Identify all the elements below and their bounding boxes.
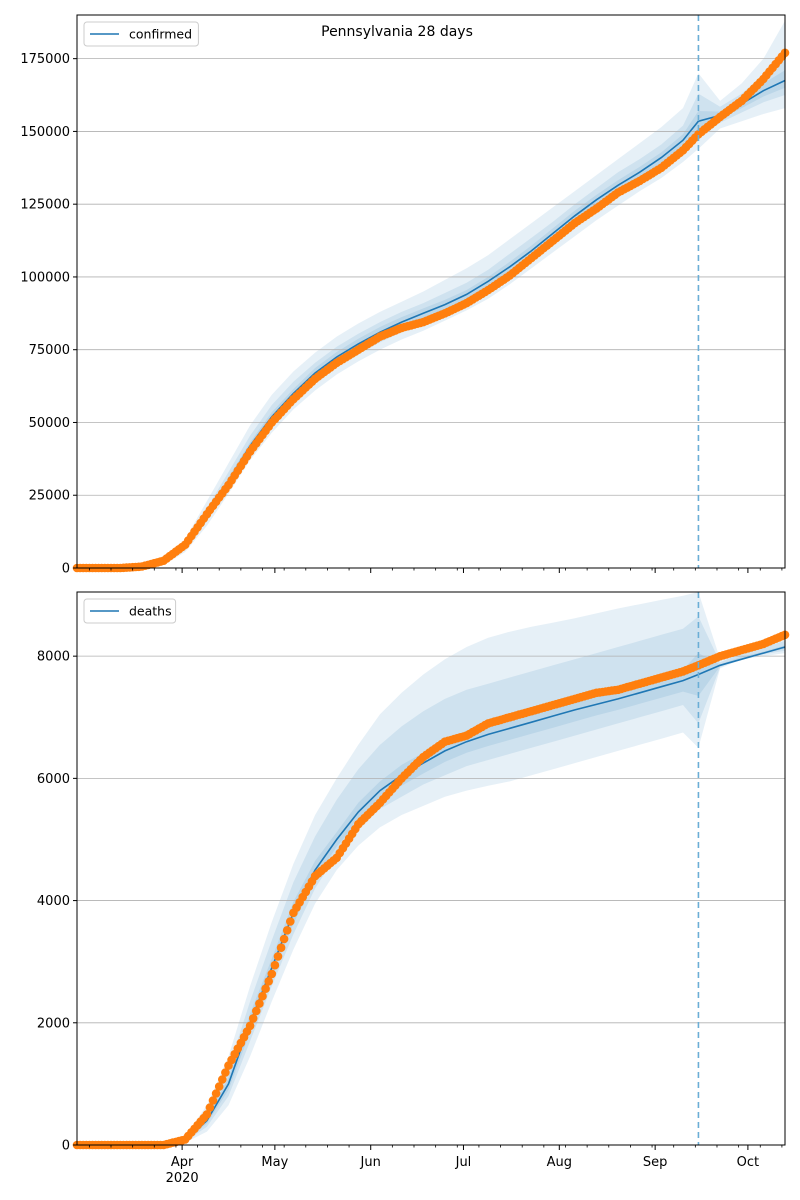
x-tick-label: Jun (360, 1155, 381, 1170)
confirmed-observed-points (72, 48, 790, 573)
y-tick-label: 2000 (37, 1016, 70, 1031)
observed-point (205, 1103, 215, 1112)
deaths-gridlines (77, 655, 785, 1024)
x-tick-label: Oct (737, 1155, 759, 1170)
y-tick-label: 0 (62, 562, 70, 577)
deaths-plot-frame (76, 591, 786, 1146)
uncertainty-band-1 (77, 49, 785, 568)
observed-point (202, 1110, 212, 1119)
y-tick-label: 75000 (29, 343, 70, 358)
confirmed-legend: confirmed (83, 21, 199, 47)
x-tick-label: Aug (547, 1155, 572, 1170)
legend-box (83, 21, 199, 47)
observed-point (218, 1075, 227, 1084)
x-tick-label: Sep (643, 1155, 668, 1170)
y-tick-label: 0 (62, 1139, 70, 1154)
observed-point (286, 917, 295, 926)
confirmed-gridlines (77, 58, 785, 496)
deaths-legend: deaths (83, 598, 177, 624)
confirmed-panel: 0 25000 50000 75000 100000 125000 150000 175000… (20, 14, 790, 577)
legend-label-confirmed: confirmed (129, 27, 192, 42)
observed-point (248, 1014, 258, 1023)
confirmed-y-axis: 0 25000 50000 75000 100000 125000 150000 175000 (20, 52, 77, 577)
legend-box (83, 598, 177, 624)
uncertainty-band-0 (77, 20, 785, 569)
observed-point (211, 1089, 221, 1098)
observed-point (208, 1096, 218, 1105)
observed-point (282, 926, 292, 935)
observed-point (264, 977, 274, 986)
y-tick-label: 125000 (20, 198, 70, 213)
observed-point (221, 1068, 230, 1077)
observed-point (267, 969, 277, 979)
x-tick-label: May (261, 1155, 288, 1170)
observed-point (214, 1082, 224, 1091)
uncertainty-band-0 (77, 592, 785, 1145)
deaths-y-axis: 0 2000 4000 6000 8000 (37, 650, 77, 1154)
y-tick-label: 25000 (29, 489, 70, 504)
observed-point (258, 991, 267, 1001)
observed-point (276, 943, 286, 952)
observed-point (251, 1006, 261, 1016)
observed-point (245, 1021, 255, 1031)
legend-label-deaths: deaths (129, 604, 172, 619)
chart-title: Pennsylvania 28 days (321, 24, 473, 40)
observed-point (255, 999, 264, 1008)
x-tick-label: Jul (455, 1155, 472, 1170)
observed-point (273, 952, 283, 961)
y-tick-label: 8000 (37, 650, 70, 665)
observed-point (270, 960, 280, 970)
y-tick-label: 150000 (20, 125, 70, 140)
observed-point (279, 934, 289, 944)
y-tick-label: 4000 (37, 894, 70, 909)
y-tick-label: 100000 (20, 270, 70, 285)
x-tick-sublabel: 2020 (166, 1171, 199, 1186)
y-tick-label: 175000 (20, 52, 70, 67)
x-tick-label: Apr (171, 1155, 194, 1170)
observed-point (261, 984, 270, 993)
y-tick-label: 50000 (29, 416, 70, 431)
confirmed-plot-frame (76, 14, 786, 569)
y-tick-label: 6000 (37, 772, 70, 787)
